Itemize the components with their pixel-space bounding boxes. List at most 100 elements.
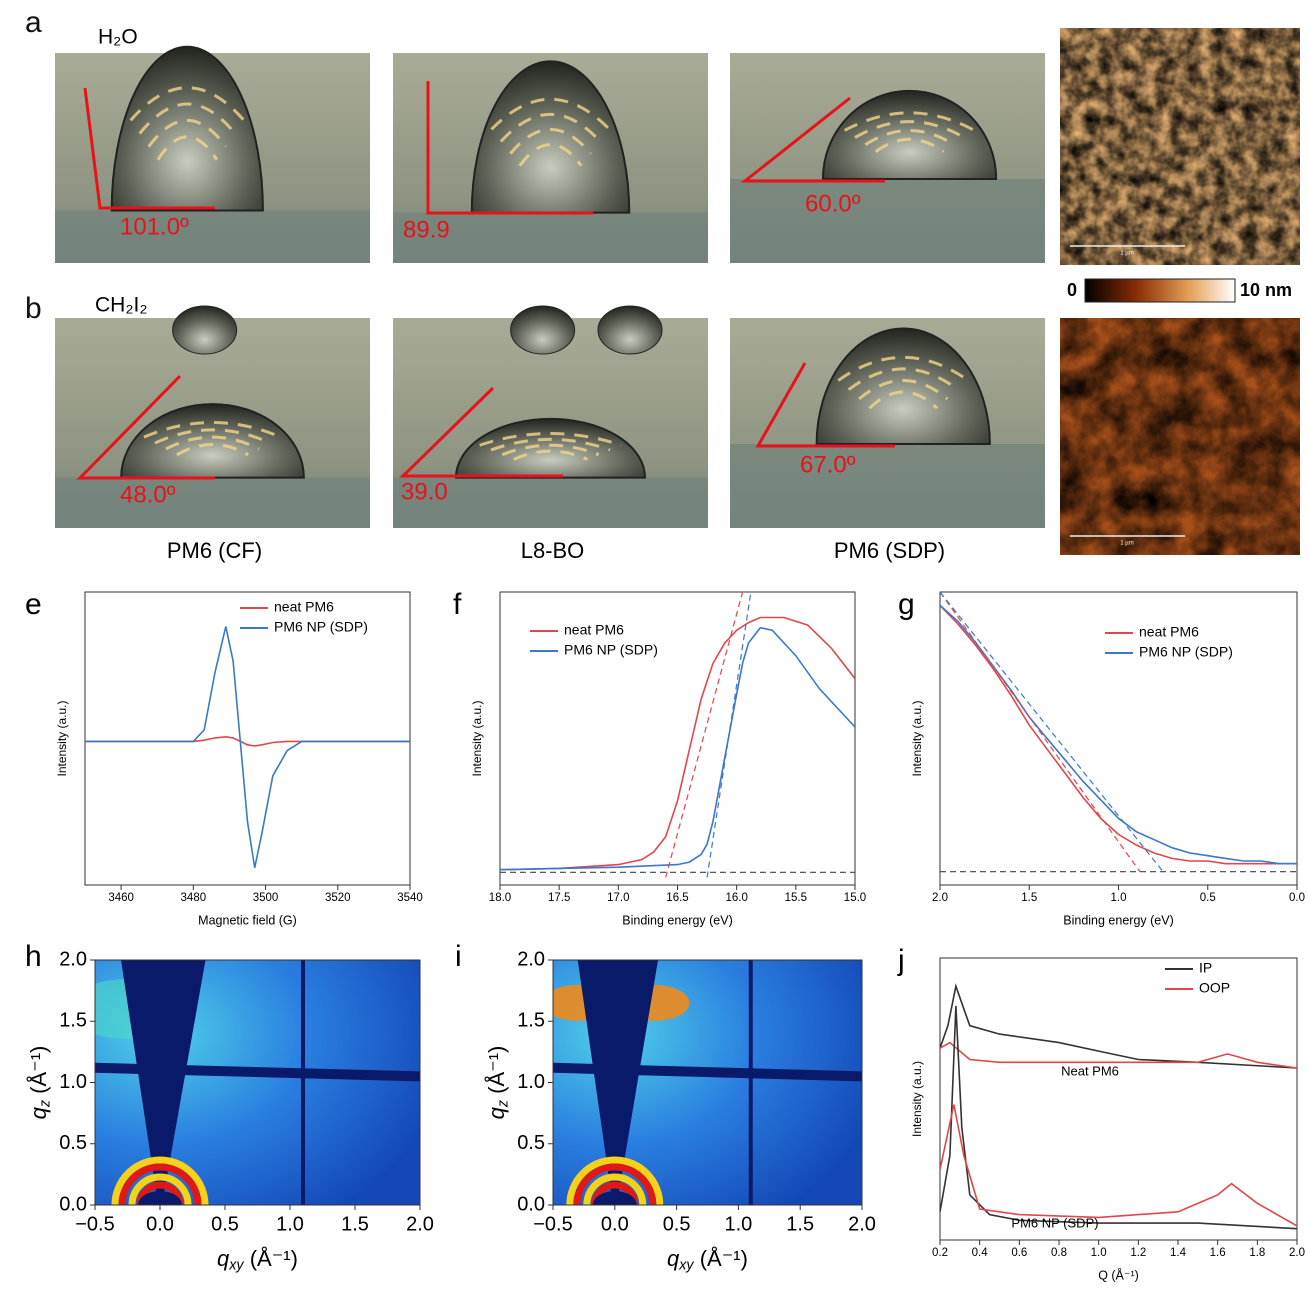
axis-unit: (Å⁻¹) (694, 1246, 748, 1271)
afm-texture (1060, 28, 1300, 265)
x-axis-label: Binding energy (eV) (1063, 913, 1173, 927)
fit-line (666, 592, 743, 877)
contact-angle: 48.0º (120, 481, 176, 508)
x-tick-label: 18.0 (489, 892, 511, 904)
y-tick-label: 1.5 (59, 1010, 87, 1032)
contact-angle-photo: 101.0º (55, 47, 370, 263)
x-tick-label: 0.4 (972, 1247, 989, 1259)
contact-angle: 60.0º (805, 190, 861, 217)
annotation: PM6 NP (SDP) (1011, 1215, 1098, 1230)
plot-frame (500, 592, 855, 885)
x-tick-label: 1.0 (1091, 1247, 1107, 1259)
liquid-label: CH₂I₂ (95, 294, 147, 317)
legend-label: IP (1199, 960, 1212, 976)
x-tick-label: 2.0 (1289, 1247, 1305, 1259)
x-tick-label: 0.0 (1289, 892, 1305, 904)
substrate (55, 478, 370, 528)
panel-label: h (25, 940, 42, 973)
x-tick-label: 16.5 (666, 892, 688, 904)
fit-line (707, 592, 751, 877)
sample-label: L8-BO (521, 538, 585, 563)
x-tick-label: 2.0 (848, 1213, 876, 1235)
contact-angle-photo: 39.0 (393, 306, 708, 528)
liquid-label: H₂O (98, 26, 138, 49)
y-axis-label: qz (Å⁻¹) (26, 1046, 53, 1120)
contact-angle: 67.0º (800, 451, 856, 478)
x-tick-label: 0.5 (663, 1213, 691, 1235)
curve (500, 618, 855, 870)
x-tick-label: 15.5 (785, 892, 807, 904)
x-tick-label: 0.8 (1051, 1247, 1067, 1259)
x-tick-label: 1.2 (1130, 1247, 1146, 1259)
x-axis-label: Magnetic field (G) (198, 913, 297, 927)
sample-label: PM6 (SDP) (834, 538, 945, 563)
x-tick-label: 1.5 (1021, 892, 1037, 904)
legend-label: OOP (1199, 980, 1230, 996)
panel-label: f (453, 588, 462, 621)
y-tick-label: 0.5 (517, 1132, 545, 1154)
curve (940, 1006, 1297, 1229)
substrate (730, 444, 1045, 528)
y-tick-label: 1.0 (59, 1071, 87, 1093)
contact-angle: 89.9 (403, 216, 450, 243)
contact-angle: 101.0º (120, 213, 189, 240)
y-tick-label: 0.0 (59, 1193, 87, 1215)
substrate (55, 211, 370, 264)
axis-subscript: z (495, 1100, 511, 1108)
panel-label: i (455, 940, 462, 973)
x-tick-label: 2.0 (932, 892, 948, 904)
axis-unit: (Å⁻¹) (26, 1046, 51, 1100)
x-tick-label: 1.0 (1111, 892, 1127, 904)
x-tick-label: 0.0 (146, 1213, 174, 1235)
y-axis-label: Intensity (a.u.) (470, 700, 484, 776)
x-tick-label: 1.5 (341, 1213, 369, 1235)
curve (85, 627, 410, 868)
panel-label: a (25, 6, 42, 39)
curve (940, 605, 1297, 863)
x-tick-label: −0.5 (75, 1213, 114, 1235)
curve (940, 605, 1297, 863)
x-tick-label: 1.5 (786, 1213, 814, 1235)
y-axis-label: Intensity (a.u.) (910, 700, 924, 776)
x-axis-label: qxy (Å⁻¹) (217, 1246, 298, 1273)
y-tick-label: 0.5 (59, 1132, 87, 1154)
axis-subscript: xy (678, 1257, 694, 1273)
giwaxs-map (68, 960, 421, 1205)
curve (940, 986, 1297, 1068)
y-tick-label: 1.5 (517, 1010, 545, 1032)
y-tick-label: 2.0 (59, 948, 87, 970)
legend-label: PM6 NP (SDP) (1139, 644, 1233, 660)
contact-angle: 39.0 (401, 478, 448, 505)
y-axis-label: Intensity (a.u.) (55, 700, 69, 776)
giwaxs-map (543, 960, 862, 1205)
colorbar-min: 0 (1067, 280, 1077, 300)
plot-frame (85, 592, 410, 885)
panel-label: b (25, 292, 42, 325)
needle-drop (173, 306, 237, 354)
x-tick-label: 3480 (181, 892, 207, 904)
axis-symbol: q (217, 1246, 230, 1271)
needle-drop (598, 306, 662, 354)
x-tick-label: 1.0 (276, 1213, 304, 1235)
x-axis-label: Binding energy (eV) (622, 913, 732, 927)
contact-angle-photo: 48.0º (55, 306, 370, 528)
colorbar-max: 10 nm (1240, 280, 1292, 300)
axis-unit: (Å⁻¹) (484, 1046, 509, 1100)
x-tick-label: −0.5 (533, 1213, 572, 1235)
x-tick-label: 17.5 (548, 892, 570, 904)
x-tick-label: 0.2 (932, 1247, 948, 1259)
plot-frame (940, 592, 1297, 885)
x-tick-label: 3520 (325, 892, 351, 904)
x-tick-label: 1.8 (1249, 1247, 1265, 1259)
axis-symbol: q (667, 1246, 680, 1271)
x-tick-label: 15.0 (844, 892, 866, 904)
contact-angle-photo: 89.9 (393, 53, 708, 263)
x-axis-label: Q (Å⁻¹) (1098, 1267, 1139, 1282)
needle-drop (511, 306, 575, 354)
colorbar (1085, 279, 1235, 302)
panel-label: g (898, 588, 915, 621)
x-tick-label: 0.0 (601, 1213, 629, 1235)
x-tick-label: 17.0 (607, 892, 629, 904)
panel-label: e (25, 588, 42, 621)
annotation: Neat PM6 (1061, 1063, 1119, 1078)
